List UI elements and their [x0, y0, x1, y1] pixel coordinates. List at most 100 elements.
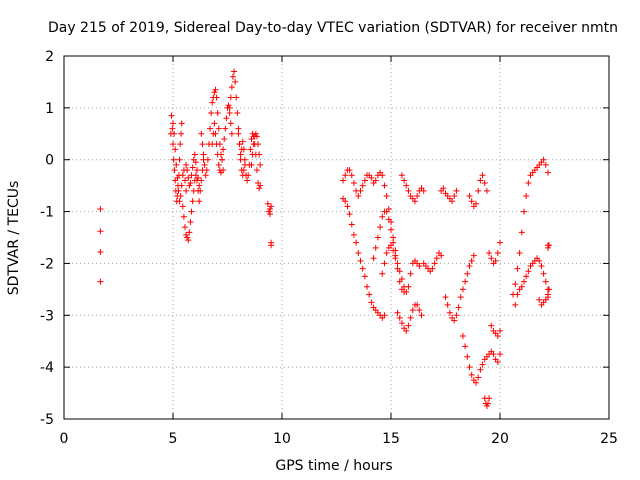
data-point	[344, 203, 351, 210]
data-point	[372, 244, 379, 251]
data-point	[477, 366, 484, 373]
data-point	[170, 120, 176, 127]
data-point	[228, 84, 235, 91]
data-point	[226, 110, 233, 117]
data-point	[361, 273, 368, 280]
data-point	[173, 161, 180, 168]
data-point	[202, 172, 209, 179]
data-point	[350, 231, 357, 238]
data-point	[473, 200, 480, 207]
data-point	[392, 255, 399, 262]
data-point	[177, 193, 184, 200]
data-point	[403, 288, 410, 295]
data-point	[193, 167, 200, 174]
data-point	[381, 182, 388, 189]
data-point	[355, 193, 362, 200]
data-point	[183, 231, 190, 238]
data-point	[518, 229, 525, 236]
data-point	[346, 167, 353, 174]
data-point	[214, 151, 221, 158]
data-point	[196, 182, 203, 189]
data-point	[544, 169, 551, 176]
y-tick-label: -5	[40, 412, 54, 428]
data-point	[438, 252, 445, 259]
data-point	[198, 177, 205, 184]
data-point	[377, 224, 384, 231]
data-point	[170, 141, 176, 148]
data-point	[244, 177, 251, 184]
data-point	[418, 312, 425, 319]
data-point	[257, 182, 264, 189]
data-point	[470, 252, 477, 259]
data-point	[264, 200, 271, 207]
data-point	[540, 156, 547, 163]
data-point	[212, 130, 219, 137]
data-point	[186, 229, 193, 236]
data-point	[405, 187, 412, 194]
data-point	[192, 159, 199, 166]
data-point	[379, 213, 386, 220]
data-point	[189, 164, 196, 171]
x-tick-label: 20	[491, 431, 509, 447]
data-point	[220, 146, 227, 153]
data-point	[195, 174, 202, 181]
data-point	[175, 187, 182, 194]
data-point	[168, 112, 175, 119]
data-point	[440, 185, 447, 192]
data-point	[256, 151, 263, 158]
data-point	[222, 125, 229, 132]
data-point	[267, 211, 274, 218]
data-point	[451, 317, 458, 324]
data-point	[475, 374, 482, 381]
data-point	[486, 250, 493, 257]
data-point	[390, 247, 397, 254]
x-axis-label: GPS time / hours	[275, 458, 392, 474]
data-point	[355, 250, 362, 257]
data-point	[374, 234, 381, 241]
data-point	[257, 161, 264, 168]
data-point	[185, 237, 192, 244]
data-point	[398, 275, 405, 282]
data-point	[420, 187, 427, 194]
data-point	[228, 130, 235, 137]
y-tick-label: -3	[40, 308, 54, 324]
data-point	[464, 270, 471, 277]
y-tick-label: 1	[45, 101, 54, 117]
data-point	[372, 177, 379, 184]
data-point	[353, 239, 360, 246]
data-point	[170, 156, 177, 163]
data-point	[187, 180, 194, 187]
data-point	[179, 172, 186, 179]
data-point	[446, 309, 453, 316]
data-point	[416, 263, 423, 270]
data-point	[200, 151, 207, 158]
data-point	[183, 161, 190, 168]
data-point	[525, 268, 532, 275]
data-point	[542, 161, 549, 168]
data-point	[268, 242, 275, 249]
data-point	[462, 343, 469, 350]
data-point	[540, 270, 547, 277]
data-point	[357, 257, 364, 264]
data-point	[542, 278, 549, 285]
data-point	[477, 177, 484, 184]
data-points	[97, 68, 553, 410]
data-point	[171, 130, 178, 137]
x-tick-label: 15	[382, 431, 400, 447]
x-tick-label: 0	[60, 431, 69, 447]
data-point	[241, 156, 248, 163]
data-point	[208, 110, 215, 117]
data-point	[523, 273, 530, 280]
data-point	[97, 228, 104, 235]
data-point	[468, 198, 475, 205]
data-point	[342, 198, 349, 205]
data-point	[368, 174, 375, 181]
data-point	[217, 169, 224, 176]
data-point	[209, 99, 216, 106]
data-point	[169, 125, 176, 132]
data-point	[394, 309, 401, 316]
data-point	[174, 174, 181, 181]
data-point	[544, 244, 551, 251]
data-point	[348, 221, 355, 228]
